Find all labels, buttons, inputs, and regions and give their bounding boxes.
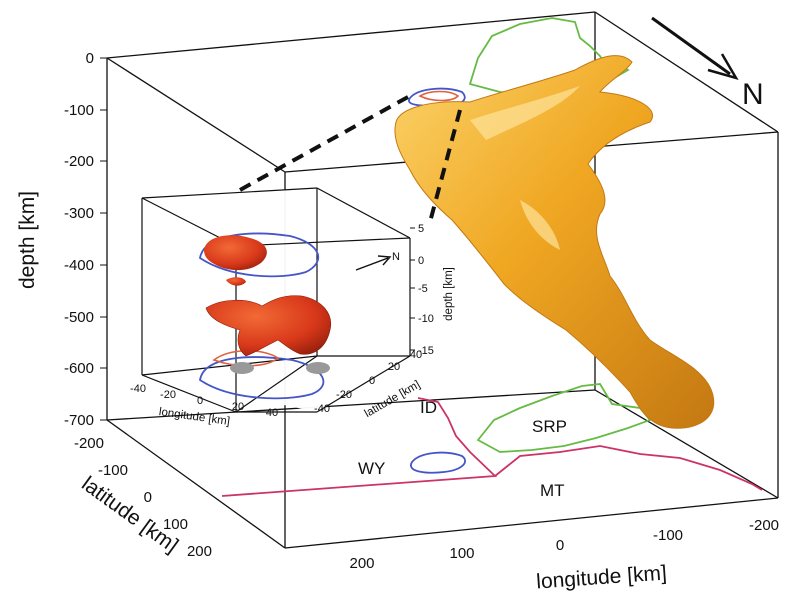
inset-north-arrow [355, 255, 392, 271]
inset-latitude-tick-label: 20 [388, 361, 400, 373]
inset-box [141, 187, 415, 413]
state-label-id: ID [420, 398, 437, 417]
inset-depth-axis-label: depth [km] [443, 267, 455, 321]
inset-shadow-left [230, 362, 254, 374]
inset-longitude-tick-label: -20 [160, 389, 176, 401]
snake-river-plain-outline-surface [476, 383, 652, 453]
inset-longitude-tick-label: 0 [197, 395, 203, 407]
inset-latitude-tick-label: -20 [336, 389, 352, 401]
latitude-tick-label: -200 [74, 435, 104, 452]
inset-small-magma-blob [226, 277, 246, 286]
latitude-tick-label: 0 [144, 489, 152, 506]
inset-longitude-tick-labels: -40 -20 0 20 40 [130, 383, 278, 419]
magma-outline-top [418, 90, 460, 102]
longitude-axis-label: longitude [km] [536, 561, 668, 593]
inset-latitude-tick-label: 40 [410, 349, 422, 361]
inset-depth-tick-label: 0 [418, 255, 424, 267]
latitude-tick-label: -100 [98, 462, 128, 479]
inset-latitude-tick-label: -40 [314, 403, 330, 415]
inset-lower-magma-body [205, 295, 332, 357]
longitude-tick-label: 200 [349, 555, 374, 572]
inset-north-label: N [392, 251, 400, 263]
inset-depth-tick-label: 5 [418, 223, 424, 235]
depth-tick-label: -700 [64, 412, 94, 429]
latitude-tick-label: 200 [187, 543, 212, 560]
north-label: N [742, 78, 764, 111]
inset-caldera-outline-bottom [199, 356, 325, 400]
latitude-tick-label: 100 [163, 516, 188, 533]
depth-tick-label: -300 [64, 205, 94, 222]
inset-shadow-right [306, 362, 330, 374]
inset-longitude-tick-label: 20 [232, 401, 244, 413]
inset-depth-tick-label: -10 [418, 313, 434, 325]
north-arrow [651, 16, 739, 81]
depth-axis-label: depth [km] [16, 191, 39, 289]
inset-depth-tick-label: -5 [418, 283, 428, 295]
longitude-tick-label: -200 [749, 517, 779, 534]
plume-highlight [470, 86, 580, 250]
depth-tick-label: 0 [86, 50, 94, 67]
inset-longitude-axis-label: longitude [km] [158, 406, 231, 428]
latitude-tick-labels: -200 -100 0 100 200 [74, 435, 212, 560]
state-border-line [221, 397, 763, 497]
inset-latitude-tick-label: 0 [369, 375, 375, 387]
longitude-tick-labels: 200 100 0 -100 -200 [349, 517, 779, 572]
depth-tick-label: -400 [64, 257, 94, 274]
inset-longitude-tick-label: 40 [266, 407, 278, 419]
latitude-axis-label: latitude [km] [77, 472, 182, 557]
depth-tick-label: -500 [64, 309, 94, 326]
inset-upper-magma-body [204, 235, 267, 271]
inset-latitude-tick-labels: -40 -20 0 20 40 [314, 349, 422, 415]
inset-longitude-tick-label: -40 [130, 383, 146, 395]
yellowstone-caldera-outline [410, 451, 466, 474]
longitude-tick-label: 100 [449, 545, 474, 562]
state-label-srp: SRP [532, 417, 567, 436]
longitude-tick-label: 0 [556, 537, 564, 554]
depth-tick-label: -600 [64, 360, 94, 377]
state-label-wy: WY [358, 459, 385, 478]
depth-tick-label: -100 [64, 102, 94, 119]
longitude-tick-label: -100 [653, 527, 683, 544]
inset-depth-tick-label: -15 [418, 345, 434, 357]
depth-tick-labels: 0 -100 -200 -300 -400 -500 -600 -700 [64, 50, 94, 429]
depth-tick-marks [100, 57, 107, 421]
state-label-mt: MT [540, 481, 565, 500]
depth-tick-label: -200 [64, 153, 94, 170]
inset-depth-tick-labels: 5 0 -5 -10 -15 [418, 223, 434, 357]
inset-connector-lines [239, 95, 462, 223]
